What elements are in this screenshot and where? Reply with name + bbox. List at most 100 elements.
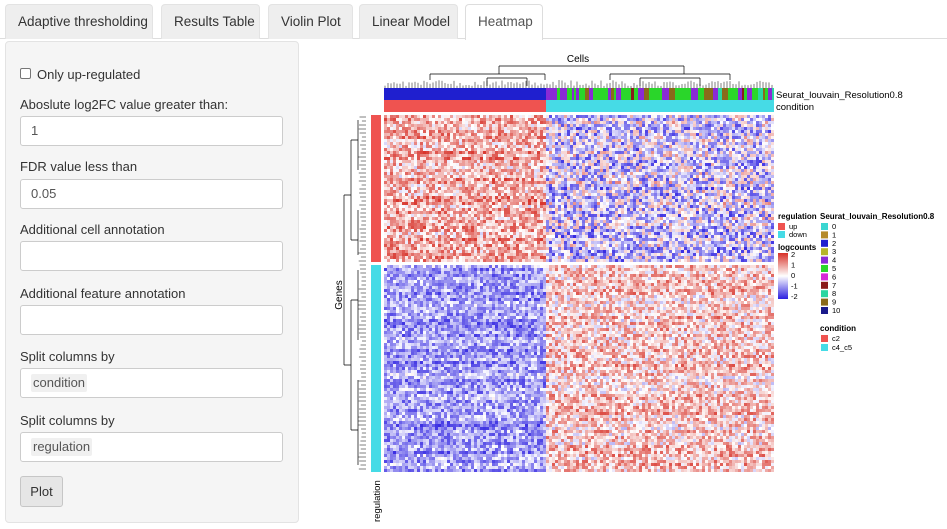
- cluster-bar-segment: [579, 88, 585, 100]
- cluster-legend-swatch: [821, 281, 828, 289]
- cluster-bar-segment: [675, 88, 681, 100]
- cluster-bar-segment: [589, 88, 593, 100]
- cluster-bar-segment: [384, 88, 546, 100]
- cluster-bar-segment: [649, 88, 654, 100]
- cell-annotation-select[interactable]: [20, 241, 283, 271]
- cluster-bar-segment: [763, 88, 765, 100]
- regulation-bar-down: [371, 265, 381, 472]
- cluster-annotation-label: Seurat_louvain_Resolution0.8: [776, 90, 903, 101]
- cluster-bar-segment: [660, 88, 662, 100]
- cluster-bar-segment: [718, 88, 722, 100]
- cluster-bar-segment: [616, 88, 621, 100]
- cluster-bar-segment: [654, 88, 660, 100]
- cluster-bar-segment: [593, 88, 595, 100]
- cluster-legend-label: 5: [832, 264, 836, 273]
- cluster-bar-segment: [681, 88, 685, 100]
- tab-violin-plot[interactable]: Violin Plot: [268, 4, 353, 39]
- cluster-bar-segment: [634, 88, 638, 100]
- fdr-input[interactable]: 0.05: [20, 179, 283, 209]
- only-upregulated-checkbox[interactable]: [20, 68, 31, 79]
- feature-annotation-select[interactable]: [20, 305, 283, 335]
- cluster-bar-segment: [713, 88, 716, 100]
- cluster-legend-swatch: [821, 273, 828, 281]
- regulation-legend-title: regulation: [778, 212, 817, 221]
- cluster-bar-segment: [560, 88, 564, 100]
- cluster-legend-swatch: [821, 248, 828, 256]
- tab-adaptive-thresholding[interactable]: Adaptive thresholding: [5, 4, 153, 39]
- tab-heatmap[interactable]: Heatmap: [465, 4, 543, 40]
- logcounts-tick-label: 2: [791, 250, 795, 259]
- cluster-bar-segment: [716, 88, 718, 100]
- log2fc-input[interactable]: 1: [20, 116, 283, 146]
- cluster-bar-segment: [744, 88, 747, 100]
- cluster-legend-label: 4: [832, 256, 836, 265]
- condition-legend-title: condition: [820, 324, 856, 333]
- cluster-bar-segment: [595, 88, 599, 100]
- cell-annotation-label: Additional cell annotation: [20, 222, 165, 237]
- split-columns-chip[interactable]: condition: [31, 374, 88, 392]
- cluster-bar-segment: [695, 88, 698, 100]
- cluster-bar-segment: [768, 88, 772, 100]
- only-upregulated-label: Only up-regulated: [37, 67, 141, 82]
- cluster-legend-swatch: [821, 307, 828, 314]
- cluster-bar-segment: [752, 88, 758, 100]
- cluster-bar-segment: [621, 88, 625, 100]
- condition-bar-c2: [384, 100, 546, 112]
- cluster-bar-segment: [772, 88, 774, 100]
- cluster-bar-segment: [742, 88, 744, 100]
- cluster-bar-segment: [685, 88, 691, 100]
- row-title: Genes: [334, 280, 345, 309]
- cluster-legend-label: 3: [832, 247, 836, 256]
- column-title: Cells: [567, 54, 589, 65]
- split-rows-chip[interactable]: regulation: [31, 438, 93, 456]
- condition-legend-label: c2: [832, 334, 840, 343]
- logcounts-tick-label: -1: [791, 282, 798, 291]
- cluster-legend: Seurat_louvain_Resolution0.8 01234567891…: [820, 212, 935, 315]
- tab-bar: Adaptive thresholding Results Table Viol…: [0, 0, 947, 40]
- cluster-bar-segment: [710, 88, 713, 100]
- cluster-bar-segment: [728, 88, 733, 100]
- regulation-legend-swatch: [778, 231, 785, 238]
- regulation-annotation-label: regulation: [372, 480, 383, 522]
- feature-annotation-label: Additional feature annotation: [20, 286, 186, 301]
- cluster-bar-segment: [585, 88, 589, 100]
- cluster-bar-segment: [572, 88, 574, 100]
- cluster-annotation-bar: [384, 88, 774, 100]
- cluster-legend-swatch: [821, 239, 828, 247]
- cluster-bar-segment: [722, 88, 728, 100]
- cluster-bar-segment: [548, 88, 553, 100]
- cluster-legend-label: 1: [832, 230, 836, 239]
- cluster-bar-segment: [611, 88, 614, 100]
- cluster-bar-segment: [765, 88, 768, 100]
- cluster-bar-segment: [644, 88, 649, 100]
- plot-button[interactable]: Plot: [20, 476, 63, 507]
- cluster-legend-title: Seurat_louvain_Resolution0.8: [820, 212, 935, 221]
- cluster-legend-swatch: [821, 223, 828, 230]
- split-columns-select[interactable]: condition: [20, 368, 283, 398]
- cluster-legend-label: 10: [832, 306, 840, 315]
- cluster-bar-segment: [662, 88, 666, 100]
- cluster-bar-segment: [625, 88, 631, 100]
- tab-results-table[interactable]: Results Table: [161, 4, 260, 39]
- tab-linear-model[interactable]: Linear Model: [359, 4, 458, 39]
- row-dendrogram-leaves: [358, 116, 366, 470]
- cluster-legend-swatch: [821, 265, 828, 272]
- cluster-bar-segment: [631, 88, 634, 100]
- cluster-bar-segment: [638, 88, 644, 100]
- cluster-bar-segment: [738, 88, 742, 100]
- fdr-label: FDR value less than: [20, 159, 138, 174]
- cluster-legend-label: 0: [832, 222, 836, 231]
- cluster-bar-segment: [567, 88, 572, 100]
- cluster-bar-segment: [608, 88, 611, 100]
- logcounts-color-gradient: [778, 253, 788, 299]
- cluster-bar-segment: [564, 88, 567, 100]
- cluster-bar-segment: [747, 88, 752, 100]
- split-columns-label: Split columns by: [20, 349, 115, 364]
- cluster-bar-segment: [733, 88, 738, 100]
- logcounts-tick-label: 1: [791, 261, 795, 270]
- cluster-bar-segment: [698, 88, 704, 100]
- regulation-legend-swatch: [778, 223, 785, 230]
- split-rows-select[interactable]: regulation: [20, 432, 283, 462]
